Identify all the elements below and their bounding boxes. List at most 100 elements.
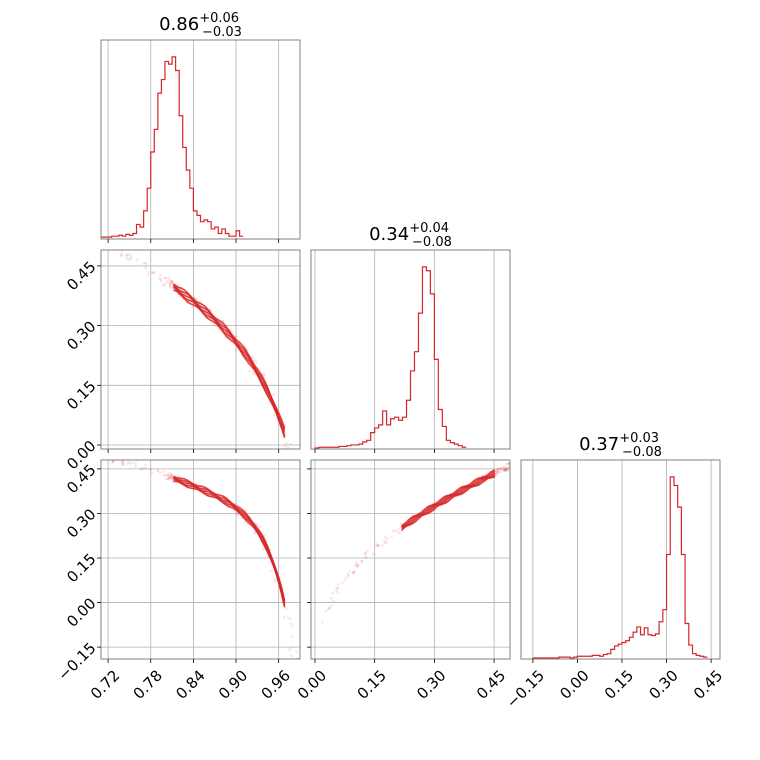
scatter-point	[496, 467, 500, 471]
scatter-point	[291, 624, 294, 628]
scatter-point	[398, 530, 402, 534]
scatter-point	[164, 477, 168, 481]
scatter-point	[111, 460, 115, 463]
scatter-point	[161, 283, 165, 287]
scatter-point	[263, 534, 267, 537]
scatter-point	[504, 467, 507, 471]
scatter-point	[160, 277, 163, 281]
contour-line	[173, 475, 286, 601]
scatter-point	[284, 444, 287, 448]
scatter-point	[505, 462, 508, 466]
scatter-point	[499, 470, 503, 474]
scatter-point	[347, 574, 350, 577]
scatter-point	[481, 474, 484, 477]
scatter-point	[502, 468, 506, 472]
scatter-point	[116, 245, 119, 248]
scatter-point	[135, 258, 139, 261]
scatter-point	[291, 635, 294, 638]
scatter-point	[351, 571, 355, 575]
scatter-point	[301, 483, 304, 486]
scatter-point	[127, 461, 131, 464]
scatter-point	[106, 244, 109, 247]
scatter-point	[252, 532, 256, 535]
scatter-point	[295, 650, 298, 653]
scatter-point	[164, 281, 168, 285]
scatter-point	[166, 280, 169, 283]
x-tick-label: 0.72	[87, 667, 123, 703]
scatter-point	[144, 262, 148, 266]
scatter-point	[341, 581, 344, 585]
scatter-point	[212, 322, 215, 326]
scatter-point	[365, 550, 369, 553]
scatter-point	[109, 457, 112, 460]
histogram-series-1	[314, 266, 467, 449]
scatter-point	[377, 544, 380, 547]
x-tick-label: 0.90	[215, 667, 251, 703]
scatter-point	[254, 361, 258, 365]
scatter-point	[105, 457, 108, 460]
scatter-point	[120, 252, 124, 255]
scatter-point	[139, 468, 142, 471]
histogram-panel-2: −0.15 0.00 0.15 0.30 0.45 0.37+0.03 −0.08	[503, 431, 726, 712]
scatter-point	[208, 308, 212, 311]
histogram-panel-0: 0.86+0.06 −0.03	[100, 11, 301, 243]
scatter-point	[284, 606, 288, 610]
x-tick-label: 0.15	[601, 667, 637, 703]
scatter-point	[236, 512, 239, 516]
scatter-point	[110, 246, 113, 249]
scatter-point	[167, 477, 170, 481]
scatter-point	[324, 609, 328, 613]
scatter-point	[343, 578, 346, 582]
y-tick-label: 0.45	[63, 258, 99, 294]
scatter-point	[112, 460, 115, 463]
scatter-panel-0-2: 0.72 0.78 0.84 0.90 0.96−0.150.000.150.300.4…	[54, 457, 301, 703]
scatter-point	[289, 617, 292, 620]
scatter-point	[169, 282, 172, 285]
scatter-point	[288, 648, 291, 652]
scatter-point	[129, 256, 132, 260]
scatter-point	[289, 457, 292, 460]
scatter-point	[142, 262, 145, 265]
scatter-point	[381, 544, 384, 547]
scatter-point	[354, 560, 358, 564]
scatter-point	[506, 468, 509, 471]
y-tick-label: 0.30	[63, 505, 99, 541]
scatter-point	[321, 621, 324, 624]
scatter-point	[177, 474, 181, 478]
x-tick-label: 0.84	[172, 667, 208, 703]
x-tick-label: 0.30	[645, 667, 681, 703]
scatter-point	[504, 468, 508, 471]
scatter-point	[287, 446, 290, 449]
scatter-point	[390, 535, 394, 538]
scatter-point	[506, 468, 509, 472]
panel-title-2: 0.37+0.03 −0.08	[579, 431, 662, 460]
scatter-0-2-frame	[100, 459, 301, 660]
scatter-point	[144, 266, 147, 270]
x-tick-label: 0.30	[413, 667, 449, 703]
scatter-point	[356, 562, 359, 566]
panel-title-0: 0.86+0.06 −0.03	[159, 11, 242, 40]
scatter-point	[167, 475, 171, 478]
scatter-point	[246, 523, 250, 527]
contour-line	[172, 476, 286, 602]
scatter-point	[152, 271, 156, 274]
scatter-point	[505, 469, 508, 472]
scatter-point	[235, 512, 239, 516]
scatter-point	[383, 538, 386, 542]
scatter-point	[150, 471, 154, 475]
scatter-point	[399, 522, 403, 525]
x-tick-label: −0.15	[503, 667, 548, 712]
scatter-panel-0-1: 0.000.150.300.45	[63, 244, 304, 486]
scatter-point	[159, 471, 162, 475]
scatter-point	[498, 467, 502, 470]
scatter-point	[360, 561, 363, 564]
histogram-series-2	[532, 476, 708, 659]
scatter-point	[296, 662, 299, 665]
scatter-point	[126, 253, 129, 256]
scatter-1-2-frame	[310, 459, 511, 660]
scatter-point	[163, 283, 166, 287]
histogram-panel-1: 0.34+0.04 −0.08	[310, 221, 511, 453]
scatter-panel-1-2: 0.00 0.15 0.30 0.45	[294, 459, 511, 703]
scatter-point	[179, 295, 182, 299]
scatter-point	[243, 520, 247, 524]
